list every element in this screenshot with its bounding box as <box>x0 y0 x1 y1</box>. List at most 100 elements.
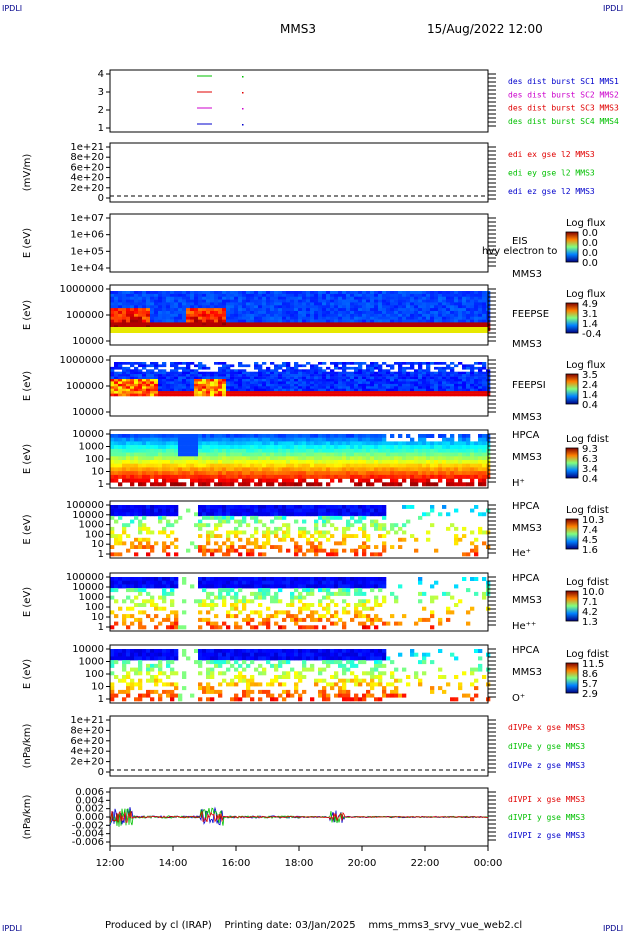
hpca_he-cell <box>474 537 479 542</box>
feepse-cell <box>478 305 483 309</box>
feepsi-cell <box>198 386 203 389</box>
hpca_h-cell <box>290 445 295 450</box>
feepse-cell <box>198 322 203 326</box>
hpca_h-cell <box>150 434 155 438</box>
feepse-cell <box>134 316 139 320</box>
feepse-cell <box>478 299 483 303</box>
feepse-cell <box>114 305 119 309</box>
feepse-cell <box>294 296 299 300</box>
hpca_h-cell <box>390 467 395 472</box>
hpca_h-cell <box>238 434 243 438</box>
feepsi-cell <box>238 379 243 382</box>
hpca_he-cell <box>214 526 219 531</box>
feepsi-cell <box>206 366 211 370</box>
feepse-cell <box>110 293 115 298</box>
feepsi-cell <box>218 391 223 394</box>
hpca_h-cell <box>182 474 187 479</box>
feepse-cell <box>154 291 159 295</box>
feepse-cell <box>234 302 239 306</box>
feepse-cell <box>374 313 379 318</box>
feepse-cell <box>350 305 355 309</box>
feepsi-cell <box>206 391 211 394</box>
hpca_h-cell <box>142 445 147 450</box>
hpca_h-cell <box>482 445 487 450</box>
hpca_h-cell <box>174 448 179 453</box>
hpca_hepp-cell <box>254 577 259 581</box>
feepsi-cell <box>130 364 135 368</box>
feepsi-cell <box>218 383 223 387</box>
feepsi-cell <box>318 379 323 382</box>
feepse-cell <box>406 293 411 298</box>
hpca_hepp-cell <box>174 610 179 615</box>
feepsi-cell <box>126 374 131 377</box>
feepsi-cell <box>174 379 179 382</box>
feepsi-cell <box>222 364 227 368</box>
hpca_he-cell <box>110 505 115 509</box>
hpca_h-cell <box>386 441 391 446</box>
feepsi-cell <box>190 381 195 385</box>
hpca_hepp-cell <box>162 591 167 596</box>
hpca_he-cell <box>246 541 251 546</box>
hpca_h-cell <box>214 456 219 461</box>
feepse-cell <box>170 302 175 306</box>
feepse-cell <box>174 291 179 295</box>
burst-frame <box>109 69 489 133</box>
feepsi-cell <box>258 369 263 372</box>
feepsi-cell <box>278 383 283 387</box>
feepse-cell <box>134 308 139 312</box>
hpca_he-cell <box>122 530 127 535</box>
feepsi-cell <box>314 374 319 377</box>
hpca_he-cell <box>330 515 335 520</box>
hpca_h-cell <box>214 441 219 446</box>
hpca_h-cell <box>274 456 279 461</box>
feepse-cell <box>374 291 379 295</box>
hpca_h-cell <box>390 482 395 487</box>
feepse-cell <box>158 296 163 300</box>
hpca_h-cell <box>286 471 291 476</box>
hpca_he-cell <box>330 512 335 517</box>
hpca_h-cell <box>430 463 435 468</box>
feepse-cell <box>214 299 219 303</box>
feepsi-cell <box>374 362 379 365</box>
feepse-cell <box>474 302 479 306</box>
hpca_hepp-cell <box>162 617 167 622</box>
feepse-cell <box>350 325 355 329</box>
hpca_h-cell <box>162 460 167 464</box>
feepsi-cell <box>162 393 167 397</box>
hpca_h-cell <box>246 452 251 457</box>
hpca_he-cell <box>362 505 367 509</box>
feepsi-cell <box>290 388 295 392</box>
hpca_h-cell <box>294 445 299 450</box>
feepsi-cell <box>370 391 375 394</box>
hpca_h-cell <box>390 456 395 461</box>
hpca_he-cell <box>402 505 407 509</box>
feepsi-cell <box>274 383 279 387</box>
feepsi-cell <box>330 379 335 382</box>
feepsi-cell <box>382 381 387 385</box>
hpca_h-cell <box>154 441 159 446</box>
hpca_hepp-cell <box>314 625 319 630</box>
hpca_he-cell <box>174 545 179 549</box>
hpca_hepp-cell <box>114 599 119 604</box>
hpca_he-cell <box>214 508 219 513</box>
hpca_he-cell <box>166 545 171 549</box>
feepse-cell <box>290 302 295 306</box>
feepsi-cell <box>154 383 159 387</box>
feepsi-cell <box>194 381 199 385</box>
hpca_h-cell <box>482 482 487 487</box>
hpca_h-cell <box>426 467 431 472</box>
feepsi-cell <box>410 362 415 365</box>
hpca_h-cell <box>182 445 187 450</box>
feepsi-cell <box>186 388 191 392</box>
hpca_h-cell <box>458 452 463 457</box>
hpca_h-cell <box>342 467 347 472</box>
feepsi-cell <box>134 381 139 385</box>
hpca_h-cell <box>118 471 123 476</box>
feepsi-cell <box>406 391 411 394</box>
feepse-cell <box>322 293 327 298</box>
feepse-cell <box>446 291 451 295</box>
feepse-cell <box>142 291 147 295</box>
feepsi-cell <box>438 393 443 397</box>
hpca_h-cell <box>170 482 175 487</box>
hpca_h-cell <box>214 474 219 479</box>
